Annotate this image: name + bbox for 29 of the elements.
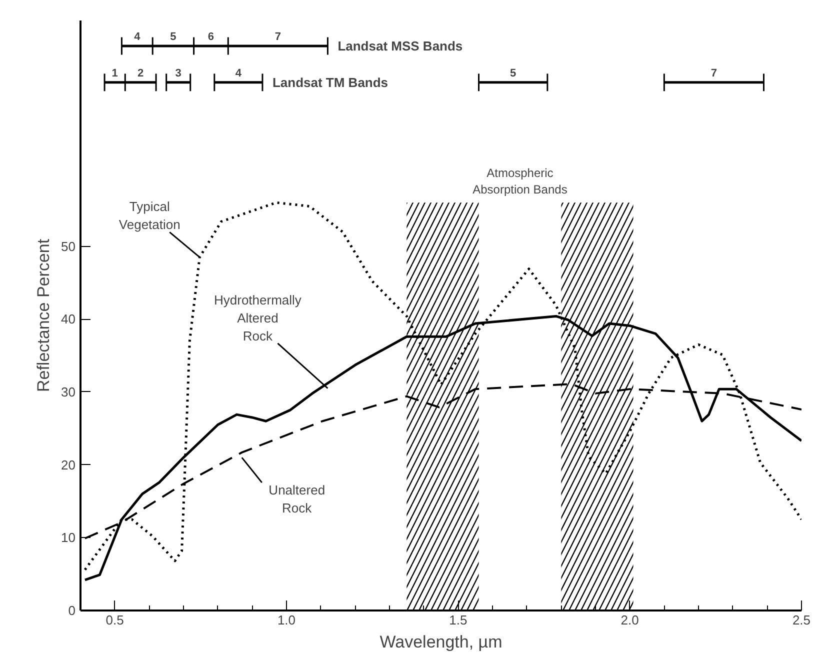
x-tick-label: 0.5: [106, 612, 124, 628]
y-tick-label: 50: [61, 238, 76, 254]
series-label: Landsat MSS Bands: [338, 38, 463, 54]
x-tick-label: 2.0: [620, 612, 639, 628]
annotation: 5: [510, 67, 516, 80]
series-label: Landsat TM Bands: [272, 74, 388, 90]
annotation: Typical Vegetation: [118, 199, 180, 232]
annotation: Hydrothermally Altered Rock: [214, 292, 302, 344]
y-tick-label: 0: [68, 603, 76, 618]
annotation: Atmospheric Absorption Bands: [472, 166, 568, 197]
annotation: 7: [710, 67, 718, 80]
x-tick-label: 1.5: [449, 612, 468, 628]
x-tick-label: 2.5: [792, 612, 811, 628]
y-tick-label: 10: [61, 530, 76, 546]
annotation: 5: [170, 30, 176, 43]
annotation: 2: [138, 67, 144, 80]
annotation: 4: [235, 67, 242, 80]
annotation: 6: [208, 30, 214, 43]
x-tick-label: 1.0: [277, 612, 296, 628]
y-tick-label: 30: [61, 384, 76, 400]
y-tick-label: 40: [61, 312, 76, 327]
y-tick-label: 20: [61, 457, 76, 472]
y-axis-title: Reflectance Percent: [34, 238, 54, 392]
annotation: 4: [134, 30, 142, 43]
annotation: 3: [175, 67, 182, 80]
annotation: Unaltered Rock: [268, 482, 326, 516]
annotation: 7: [274, 30, 281, 43]
annotation: 1: [112, 67, 118, 80]
x-axis-title: Wavelength, µm: [380, 632, 502, 652]
